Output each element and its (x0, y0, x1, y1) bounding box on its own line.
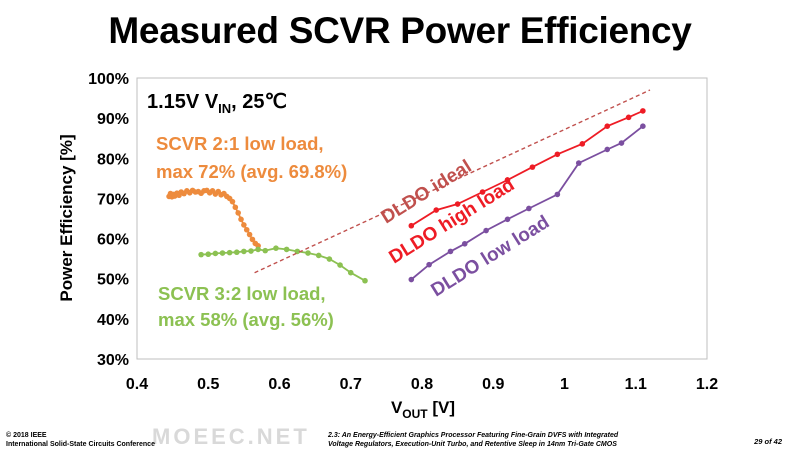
footer-copyright: © 2018 IEEE International Solid-State Ci… (6, 431, 155, 449)
dldo-low-load-point (408, 276, 415, 283)
y-axis-label: Power Efficiency [%] (57, 134, 76, 301)
dldo-low-load-point (461, 240, 468, 247)
scvr-2-1-low-load-point (241, 222, 247, 228)
scvr-3-2-low-load-point (226, 249, 233, 256)
scvr-2-1-low-load-series (166, 187, 261, 249)
y-tick-label: 70% (97, 191, 129, 208)
dldo-high-load-point (504, 177, 511, 183)
dldo-high-load-point (433, 207, 440, 213)
scvr-3-2-low-load-point (326, 256, 333, 262)
scvr-3-2-low-load-point (205, 251, 212, 258)
scvr21-annotation-line2: max 72% (avg. 69.8%) (156, 161, 347, 182)
scvr-3-2-low-load-point (273, 245, 279, 252)
dldo-low-load-point (554, 191, 561, 198)
dldo-low-load-point (426, 261, 432, 268)
x-tick-label: 0.4 (126, 376, 148, 393)
scvr-3-2-low-load-point (233, 249, 240, 256)
dldo-ideal-line (254, 89, 651, 274)
dldo-low-load-point (504, 216, 511, 223)
scvr32-annotation-line2: max 58% (avg. 56%) (158, 309, 334, 330)
dldo-high-load-point (625, 114, 632, 121)
dldo-high-load-point (454, 201, 461, 207)
scvr-2-1-low-load-point (249, 236, 256, 243)
watermark-logo: MOEEC.NET (152, 424, 310, 449)
scvr-3-2-low-load-point (248, 248, 254, 254)
scvr-2-1-low-load-point (243, 226, 250, 233)
x-tick-label: 1.1 (625, 376, 647, 393)
dldo-high-load-point (408, 222, 415, 229)
dldo-high-load-point (579, 141, 586, 147)
scvr-3-2-low-load-point (255, 246, 261, 253)
scvr-3-2-low-load-series (198, 245, 368, 284)
page-number: 29 of 42 (754, 437, 782, 446)
scvr-2-1-low-load-point (235, 210, 241, 216)
dldo-low-load-series (408, 123, 646, 283)
scvr-3-2-low-load-point (283, 246, 290, 253)
scvr-2-1-low-load-point (232, 204, 239, 211)
dldo-low-load-point (604, 146, 611, 153)
dldo-low-load-point (575, 160, 582, 166)
dldo-low-load-point (618, 140, 625, 146)
copyright-line1: © 2018 IEEE (6, 432, 47, 439)
y-tick-label: 30% (97, 352, 129, 369)
condition-label: 1.15V VIN, 25℃ (147, 91, 287, 116)
copyright-line2: International Solid-State Circuits Confe… (6, 441, 155, 448)
scvr-3-2-low-load-point (262, 247, 269, 254)
scvr32-annotation-line1: SCVR 3:2 low load, (158, 283, 326, 304)
dldo-high-load-point (479, 189, 486, 195)
scvr-3-2-low-load-point (337, 262, 343, 268)
dldo-high-load-point (604, 123, 611, 129)
series-layer (166, 89, 651, 284)
x-axis-label: VOUT [V] (391, 398, 455, 421)
dldo-low-load-point (640, 123, 646, 129)
x-tick-labels: 0.4 0.5 0.6 0.7 0.8 0.9 1 1.1 1.2 (126, 376, 718, 393)
scvr-3-2-low-load-point (362, 277, 368, 284)
dldo-high-load-series (408, 108, 646, 229)
scvr-3-2-low-load-point (212, 250, 219, 257)
scvr-3-2-low-load-point (241, 248, 247, 255)
y-tick-label: 50% (97, 272, 129, 289)
dldo-low-load-point (483, 227, 489, 234)
x-tick-label: 0.7 (340, 376, 362, 393)
x-tick-label: 0.5 (197, 376, 219, 393)
scvr-3-2-low-load-point (219, 250, 226, 256)
scvr-2-1-low-load-point (229, 198, 236, 205)
plot-area-frame (136, 77, 708, 360)
y-tick-labels: 30% 40% 50% 60% 70% 80% 90% 100% (88, 71, 129, 369)
footer-paper-title: 2.3: An Energy-Efficient Graphics Proces… (328, 431, 618, 449)
dldo-ideal-series (254, 89, 651, 274)
x-tick-label: 1.2 (696, 376, 718, 393)
y-tick-label: 60% (97, 232, 129, 249)
scvr-3-2-low-load-point (347, 269, 354, 276)
scvr-3-2-low-load-point (198, 251, 204, 258)
paper-line2: Voltage Regulators, Execution-Unit Turbo… (328, 441, 617, 448)
x-tick-label: 1 (560, 376, 569, 393)
x-tick-label: 0.9 (482, 376, 504, 393)
scvr-3-2-low-load-point (294, 248, 301, 255)
y-tick-label: 80% (97, 151, 129, 168)
dldo-low-load-point (447, 248, 454, 255)
scvr-2-1-low-load-line (168, 189, 259, 247)
slide-title: Measured SCVR Power Efficiency (108, 10, 692, 51)
y-tick-label: 90% (97, 111, 129, 128)
scvr-3-2-low-load-point (305, 250, 311, 256)
scvr-3-2-low-load-point (315, 252, 322, 259)
y-tick-label: 100% (88, 71, 129, 88)
dldo-high-load-point (554, 151, 561, 158)
x-tick-label: 0.8 (411, 376, 433, 393)
y-tick-label: 40% (97, 312, 129, 329)
scvr-2-1-low-load-point (246, 231, 253, 238)
scvr-2-1-low-load-point (238, 216, 244, 223)
dldo-high-load-point (529, 164, 536, 170)
dldo-high-load-point (640, 108, 646, 114)
dldo-low-load-point (526, 205, 532, 212)
paper-line1: 2.3: An Energy-Efficient Graphics Proces… (328, 432, 619, 439)
scvr21-annotation-line1: SCVR 2:1 low load, (156, 133, 324, 154)
x-tick-label: 0.6 (268, 376, 290, 393)
